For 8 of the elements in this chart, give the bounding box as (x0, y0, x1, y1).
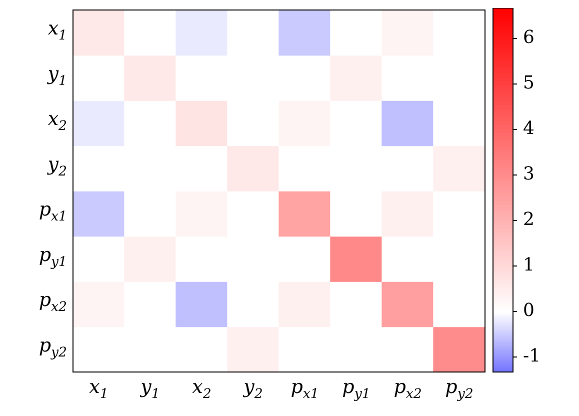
color-bar-label: -1 (523, 346, 541, 367)
color-bar-label: 6 (523, 27, 534, 48)
color-bar-label: 2 (523, 209, 534, 230)
color-bar-label: 1 (523, 254, 534, 276)
color-bar-label: 4 (523, 118, 534, 140)
color-bar-label: 5 (523, 72, 534, 94)
color-bar-label: 3 (523, 164, 534, 185)
color-bar-label: 0 (523, 300, 534, 322)
